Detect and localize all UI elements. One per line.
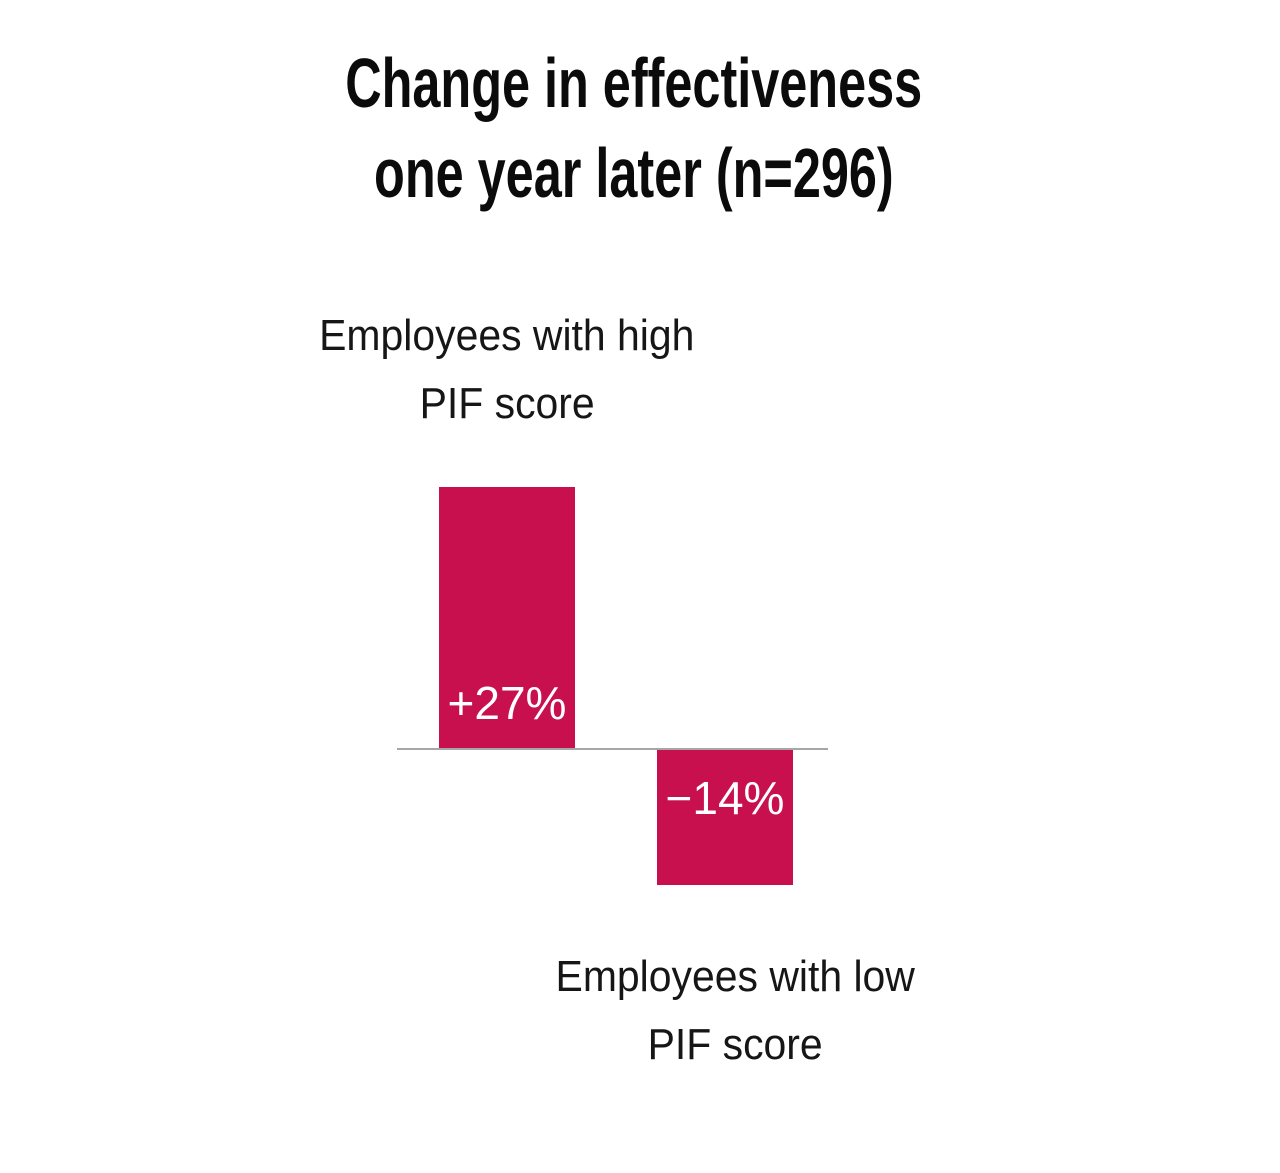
category-label-low: Employees with low PIF score — [435, 943, 1035, 1079]
chart-title-line-1: Change in effectiveness — [345, 44, 923, 122]
category-label-high-line-2: PIF score — [419, 379, 595, 428]
category-label-low-line-1: Employees with low — [555, 952, 915, 1001]
value-label-positive: +27% — [447, 677, 567, 729]
bar-negative: −14% — [657, 750, 793, 885]
bar-positive: +27% — [439, 487, 575, 748]
baseline-axis — [397, 748, 828, 750]
category-label-low-line-2: PIF score — [647, 1020, 823, 1069]
value-label-negative: −14% — [665, 772, 785, 824]
chart-title: Change in effectiveness one year later (… — [0, 38, 1268, 218]
chart-title-line-2: one year later (n=296) — [374, 134, 894, 212]
category-label-high-line-1: Employees with high — [319, 311, 695, 360]
category-label-high: Employees with high PIF score — [207, 302, 807, 438]
